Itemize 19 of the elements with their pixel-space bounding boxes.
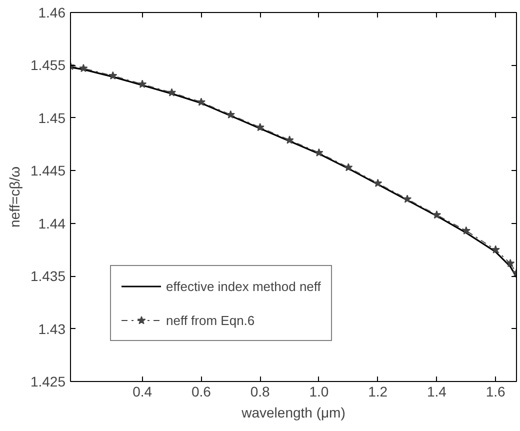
y-tick-label: 1.43 [38, 320, 66, 337]
y-tick-label: 1.455 [30, 57, 66, 74]
x-tick-label: 0.4 [132, 384, 152, 400]
x-tick-label: 1.2 [368, 384, 388, 400]
y-tick-label: 1.425 [30, 374, 66, 390]
x-axis-title: wavelength (μm) [240, 404, 346, 420]
x-tick-label: 0.8 [250, 384, 270, 400]
y-tick-label: 1.44 [38, 215, 66, 232]
y-tick-label: 1.45 [38, 110, 66, 126]
x-tick-label: 1.0 [309, 384, 329, 400]
y-tick-label: 1.46 [38, 4, 66, 20]
y-tick-label: 1.445 [30, 162, 66, 179]
x-tick-label: 1.4 [426, 384, 447, 400]
x-tick-label: 1.6 [486, 384, 506, 400]
legend-label: neff from Eqn.6 [166, 312, 255, 328]
y-axis-title: neff=cβ/ω [6, 166, 22, 228]
legend-label: effective index method neff [166, 278, 321, 294]
x-tick-label: 0.6 [191, 384, 212, 400]
y-tick-label: 1.435 [30, 268, 66, 284]
